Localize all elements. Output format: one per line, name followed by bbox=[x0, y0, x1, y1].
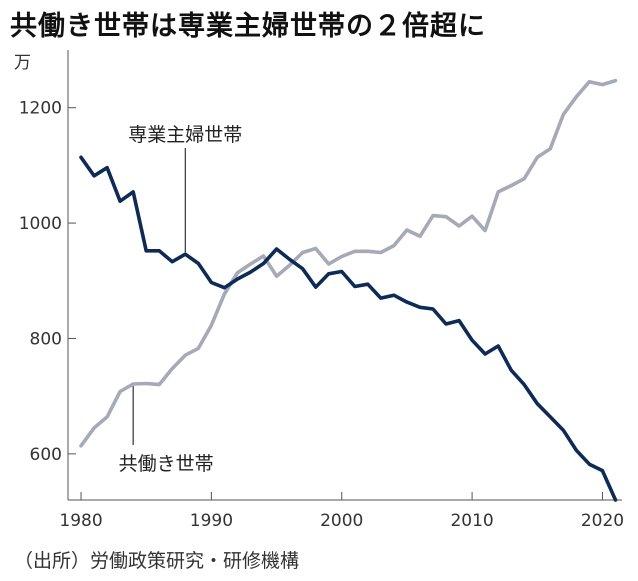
y-tick-label: 1200 bbox=[19, 99, 62, 119]
y-unit-label: 万 bbox=[14, 53, 31, 73]
series-line-sengyo-shufu bbox=[79, 155, 618, 502]
x-tick-label: 2000 bbox=[320, 511, 363, 531]
x-tick-label: 2010 bbox=[450, 511, 493, 531]
series-line-tomobataraki bbox=[79, 78, 618, 448]
annotation-label: 専業主婦世帯 bbox=[128, 124, 242, 146]
source-note: （出所）労働政策研究・研修機構 bbox=[14, 550, 300, 572]
y-tick-label: 600 bbox=[30, 445, 62, 465]
x-tick-label: 1980 bbox=[59, 511, 102, 531]
chart-title: 共働き世帯は専業主婦世帯の２倍超に bbox=[10, 11, 486, 42]
annotation-label: 共働き世帯 bbox=[119, 453, 214, 475]
x-tick-label: 2020 bbox=[581, 511, 624, 531]
y-tick-label: 800 bbox=[30, 329, 62, 349]
x-tick-label: 1990 bbox=[190, 511, 233, 531]
axes: 万 600 800 1000 1200 1980 1990 2000 2010 2020 bbox=[14, 50, 624, 531]
series-layer bbox=[79, 78, 618, 502]
y-tick-label: 1000 bbox=[19, 214, 62, 234]
